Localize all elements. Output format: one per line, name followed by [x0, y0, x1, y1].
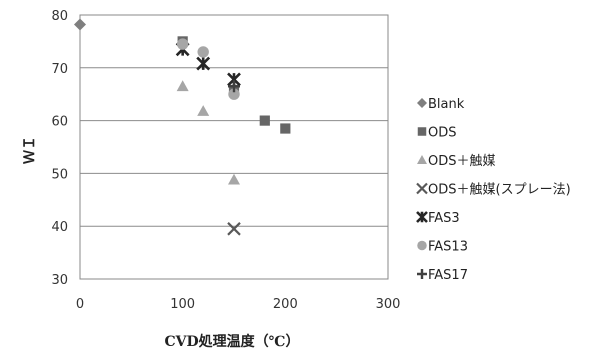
legend-item: FAS13 [417, 240, 468, 255]
y-tick-label: 50 [51, 167, 68, 182]
tick-labels: 30 40 50 60 70 80 0 100 200 300 [51, 9, 400, 312]
legend-marker [416, 182, 428, 195]
legend-marker [417, 269, 427, 279]
legend-label: FAS13 [428, 240, 468, 255]
legend-item: ODS＋触媒(スプレー法) [416, 182, 571, 198]
data-point [176, 80, 189, 92]
legend: Blank ODS ODS＋触媒 ODS＋触媒(スプレー法) FAS3 FAS13 FAS1… [416, 97, 571, 283]
y-tick-label: 80 [51, 9, 68, 24]
plot-area [79, 14, 389, 280]
data-point [196, 56, 211, 71]
x-tick-label: 0 [76, 297, 84, 312]
legend-label: ODS＋触媒 [428, 154, 496, 169]
data-point [197, 105, 210, 116]
legend-label: ODS＋触媒(スプレー法) [428, 183, 571, 198]
legend-marker [417, 155, 427, 164]
x-tick-label: 200 [273, 297, 298, 312]
data-point [228, 88, 240, 100]
legend-marker [417, 98, 427, 108]
y-tick-label: 60 [51, 115, 68, 130]
legend-marker [416, 211, 428, 223]
data-points [74, 18, 291, 236]
legend-item: Blank [417, 97, 465, 112]
data-point [176, 38, 189, 50]
legend-item: FAS3 [416, 211, 460, 226]
x-axis-title: CVD処理温度（℃） [165, 333, 300, 350]
grid-lines [80, 14, 388, 280]
data-point [228, 173, 240, 185]
legend-marker [417, 127, 427, 136]
legend-label: ODS [428, 126, 457, 141]
legend-label: FAS17 [428, 268, 468, 283]
data-point [280, 123, 291, 134]
data-point [259, 115, 270, 126]
legend-label: FAS3 [428, 211, 460, 226]
data-point [197, 46, 209, 58]
x-tick-label: 300 [376, 297, 401, 312]
y-tick-label: 30 [51, 273, 68, 288]
legend-item: ODS [417, 126, 457, 141]
data-point [227, 222, 241, 236]
legend-label: Blank [428, 97, 465, 112]
data-point [74, 18, 86, 31]
legend-item: FAS17 [417, 268, 468, 283]
legend-marker [417, 240, 427, 251]
y-tick-label: 40 [51, 220, 68, 235]
data-point [228, 80, 240, 93]
y-tick-label: 70 [51, 62, 68, 77]
x-tick-label: 100 [170, 297, 195, 312]
y-axis-title: ＷＩ [22, 136, 38, 164]
legend-item: ODS＋触媒 [417, 154, 496, 169]
